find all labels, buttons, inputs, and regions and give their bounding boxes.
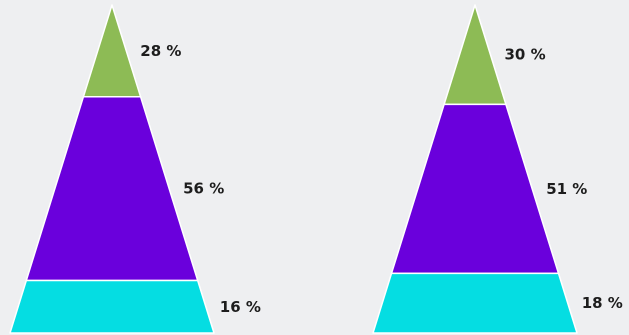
pyramid-2-segment-bottom (372, 272, 578, 334)
pyramid-1-segment-bottom (9, 279, 215, 334)
pyramid-2-segment-top (443, 4, 507, 106)
pyramid-2-label-top: 30 % (505, 46, 546, 64)
pyramid-1-label-bottom: 16 % (220, 298, 261, 316)
pyramid-2-segment-middle (390, 103, 560, 275)
pyramid-2-label-middle: 51 % (546, 180, 587, 198)
pyramid-1-segment-top (82, 4, 142, 98)
pyramid-2-label-bottom: 18 % (582, 294, 623, 312)
pyramid-chart-2: 30 % 51 % 18 % (372, 4, 623, 334)
pyramid-1-label-top: 28 % (140, 42, 181, 60)
pyramid-1-segment-middle (25, 96, 199, 282)
pyramid-chart-1: 28 % 56 % 16 % (9, 4, 261, 334)
pyramid-1-label-middle: 56 % (183, 180, 224, 198)
